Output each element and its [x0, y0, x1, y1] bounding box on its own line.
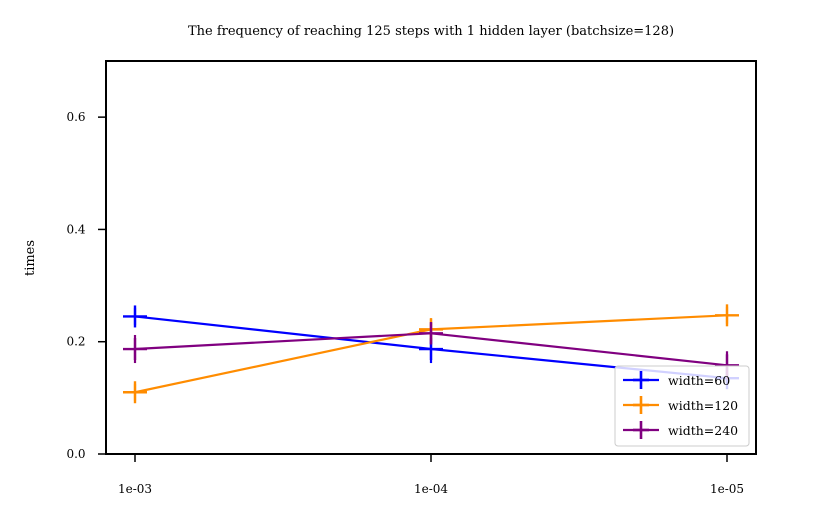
- y-tick-label: 0.6: [66, 110, 85, 124]
- x-tick-label: 1e-03: [118, 482, 152, 496]
- legend: width=60 width=120 width=240: [614, 365, 750, 447]
- y-tick-label: 0.2: [66, 335, 85, 349]
- legend-label: width=240: [668, 423, 738, 438]
- legend-label: width=120: [668, 398, 738, 413]
- plot-frame: [105, 60, 757, 455]
- y-tick-label: 0.0: [66, 447, 85, 461]
- plot-area: 0.0 0.2 0.4 0.6 1e-03 1e-04 1e-05: [66, 110, 744, 496]
- legend-box: [614, 365, 750, 447]
- x-tick-label: 1e-05: [710, 482, 744, 496]
- chart-title: The frequency of reaching 125 steps with…: [188, 24, 674, 39]
- legend-label: width=60: [668, 373, 730, 388]
- x-tick-label: 1e-04: [414, 482, 448, 496]
- y-tick-label: 0.4: [66, 222, 85, 236]
- y-axis-label: times: [23, 240, 38, 276]
